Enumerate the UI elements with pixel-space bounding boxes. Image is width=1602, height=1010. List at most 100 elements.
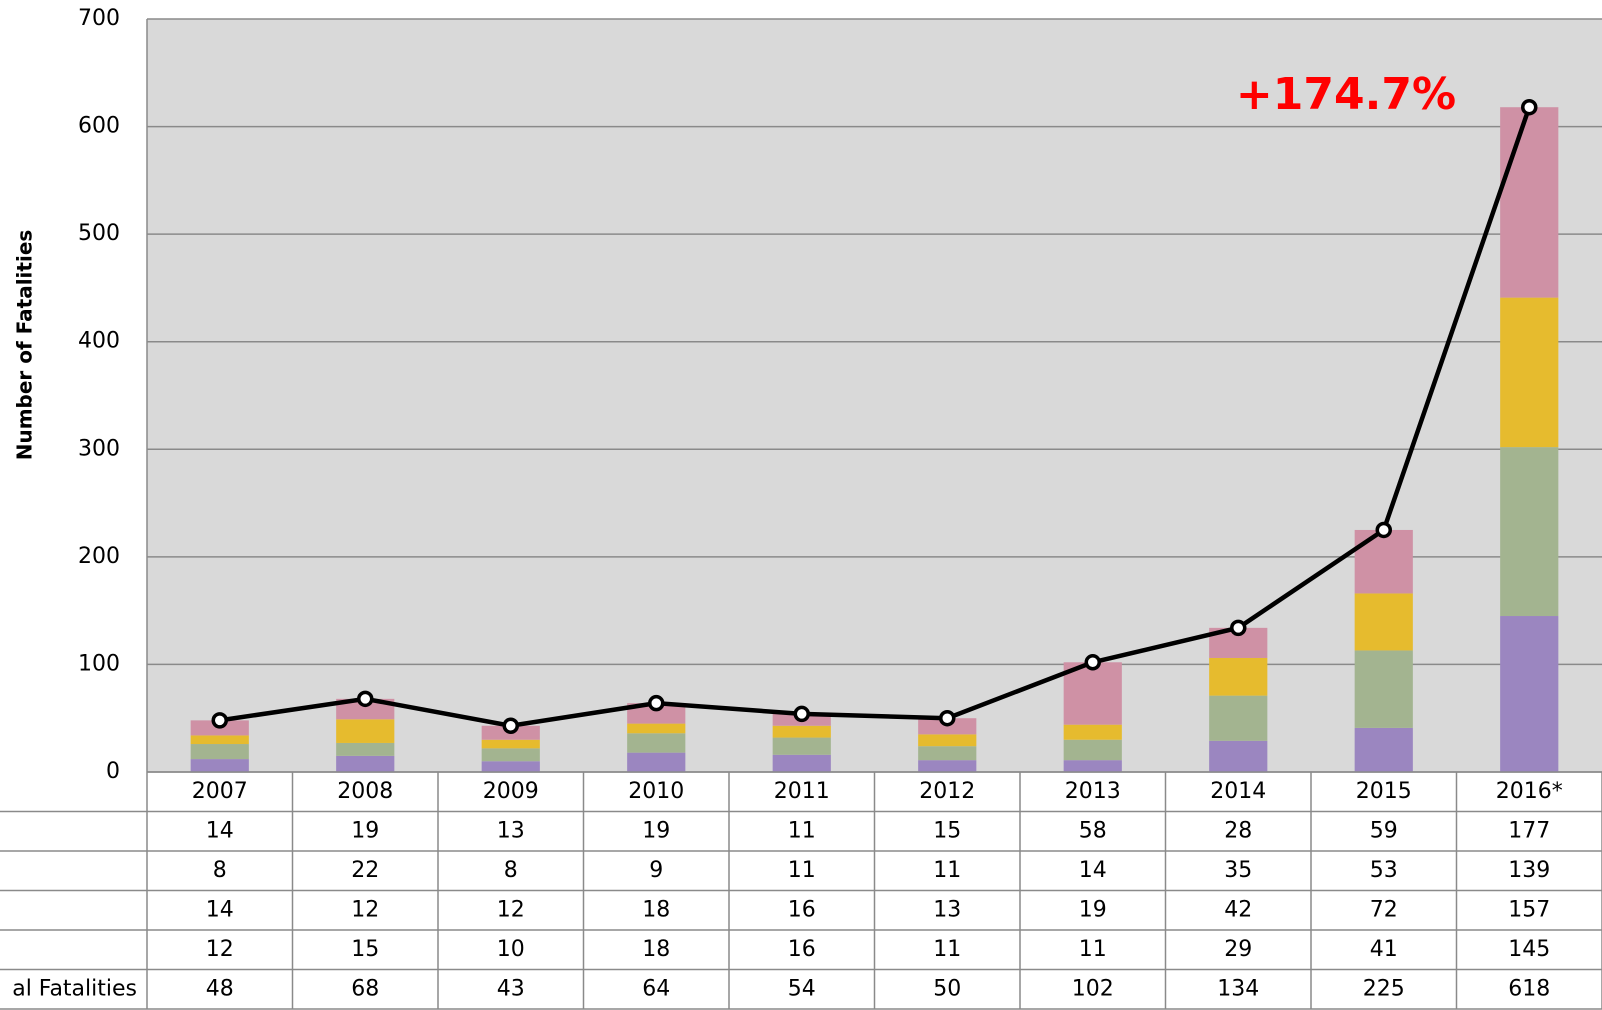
bar-segment [1500,107,1559,298]
y-axis-label: Number of Fatalities [13,230,37,461]
table-cell: 19 [351,818,379,843]
table-cell: 11 [788,858,816,883]
line-marker [1084,654,1101,671]
line-marker [1375,521,1392,539]
line-marker [648,694,665,712]
y-tick-label: 300 [78,436,120,461]
x-tick-label: 2010 [628,779,684,804]
table-cell: 11 [933,937,961,962]
table-cell: 68 [351,976,379,1001]
bar-segment [1063,760,1122,772]
table-cell: 12 [206,937,234,962]
table-cell: 13 [497,818,525,843]
table-cell: 8 [504,858,518,883]
line-marker [502,717,519,734]
line-marker [1521,98,1538,116]
x-tick-label: 2009 [483,779,539,804]
line-marker [357,690,374,708]
bar-segment [1209,740,1268,772]
table-cell: 41 [1370,937,1398,962]
bar-segment [1354,593,1413,651]
table-cell: 48 [206,976,234,1001]
table-cell: 15 [933,818,961,843]
table-cell: 72 [1370,897,1398,922]
bar-segment [918,760,977,772]
y-tick-label: 400 [78,329,120,354]
line-marker [793,705,810,723]
bar-segment [918,746,977,761]
table-cell: 145 [1508,937,1550,962]
bar-segment [1500,297,1559,448]
table-cell: 19 [1079,897,1107,922]
x-tick-label: 2013 [1065,779,1121,804]
y-tick-label: 0 [106,759,120,784]
total-line [219,106,1532,729]
table-cell: 157 [1508,897,1550,922]
bar-segment [772,737,831,755]
bar-segment [481,739,540,749]
y-tick-label: 100 [78,651,120,676]
table-cell: 43 [497,976,525,1001]
bar-segment [190,735,249,745]
bar-segment [627,733,686,753]
bar-segment [1354,529,1413,594]
table-cell: 50 [933,976,961,1001]
bar-segment [918,734,977,747]
x-tick-label: 2016* [1496,779,1563,804]
table-cell: 11 [933,858,961,883]
table-cell: 54 [788,976,816,1001]
table-cell: 102 [1072,976,1114,1001]
table-cell: 14 [206,897,234,922]
bar-segment [1354,727,1413,772]
bar-segment [1063,724,1122,740]
table-cell: 58 [1079,818,1107,843]
bar-segment [336,719,395,743]
table-cell: 19 [642,818,670,843]
bar-segment [481,761,540,772]
row-label: al Fatalities [12,976,137,1001]
bar-segment [772,754,831,772]
table-cell: 16 [788,897,816,922]
table-cell: 28 [1224,818,1252,843]
bar-segment [627,703,686,724]
bar-segment [1500,447,1559,617]
y-tick-label: 500 [78,221,120,246]
table-cell: 53 [1370,858,1398,883]
bar-segment [336,698,395,720]
x-tick-label: 2007 [192,779,248,804]
bar-segment [1063,739,1122,761]
x-tick-label: 2011 [774,779,830,804]
table-cell: 134 [1217,976,1259,1001]
bar-segment [627,752,686,772]
table-cell: 8 [213,858,227,883]
x-tick-label: 2012 [919,779,975,804]
bar-segment [772,725,831,738]
line-marker [211,712,228,729]
bar-segment [1063,662,1122,725]
table-cell: 12 [497,897,525,922]
line-marker [1230,619,1247,637]
annotation: +174.7% [1236,69,1456,120]
bar-segment [481,748,540,762]
bar-segment [1354,650,1413,728]
table-cell: 13 [933,897,961,922]
table-cell: 29 [1224,937,1252,962]
table-cell: 64 [642,976,670,1001]
table-cell: 11 [1079,937,1107,962]
table-cell: 12 [351,897,379,922]
table-cell: 59 [1370,818,1398,843]
table-cell: 16 [788,937,816,962]
bar-segment [1500,616,1559,772]
table-cell: 15 [351,937,379,962]
table-cell: 177 [1508,818,1550,843]
x-tick-label: 2014 [1210,779,1266,804]
table-cell: 22 [351,858,379,883]
table-cell: 139 [1508,858,1550,883]
bar-segment [336,742,395,756]
line-marker [939,709,956,727]
x-tick-label: 2015 [1356,779,1412,804]
table-cell: 35 [1224,858,1252,883]
y-tick-label: 700 [78,6,120,31]
table-cell: 18 [642,937,670,962]
